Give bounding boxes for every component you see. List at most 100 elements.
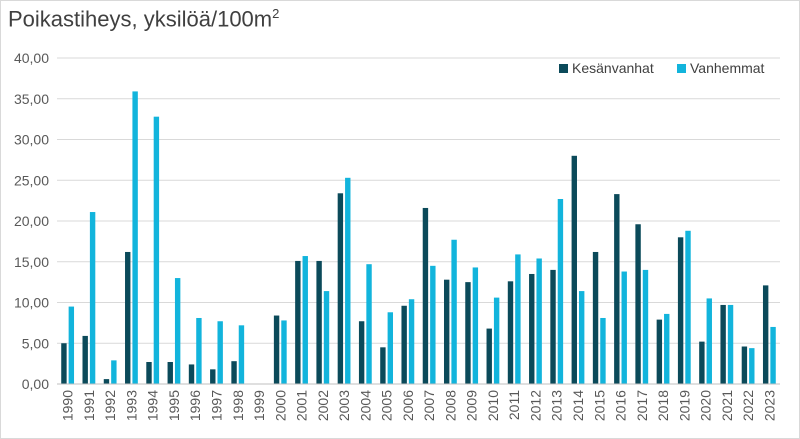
bar-kesanvanhat-1991 <box>82 335 88 384</box>
chart-title-text: Poikastiheys, yksilöä/100m <box>8 6 273 32</box>
x-tick-label: 2022 <box>740 390 756 421</box>
bar-kesanvanhat-1995 <box>167 361 173 384</box>
x-tick-label: 2019 <box>676 390 692 421</box>
gridlines <box>57 57 780 344</box>
bar-kesanvanhat-2002 <box>316 260 322 384</box>
y-tick-label: 25,00 <box>14 172 49 188</box>
bar-kesanvanhat-2023 <box>762 285 769 384</box>
bar-vanhemmat-2003 <box>345 177 351 384</box>
bar-vanhemmat-2023 <box>770 326 776 384</box>
legend-swatch-vanhemmat <box>677 64 686 73</box>
x-tick-label: 2001 <box>294 390 310 421</box>
bar-vanhemmat-1994 <box>153 116 160 385</box>
y-tick-label: 40,00 <box>14 50 49 66</box>
x-tick-label: 2016 <box>613 390 629 421</box>
bar-vanhemmat-2021 <box>727 304 734 384</box>
x-tick-label: 1999 <box>251 390 267 421</box>
bar-vanhemmat-1995 <box>174 278 181 384</box>
axes: 0,00 5,00 10,00 15,00 20,00 25,00 30,00 35,00 40… <box>14 50 780 421</box>
bar-vanhemmat-2009 <box>472 267 479 384</box>
bar-vanhemmat-2016 <box>621 271 627 384</box>
bar-vanhemmat-2013 <box>557 198 564 384</box>
legend-label-kesanvanhat: Kesänvanhat <box>572 60 654 76</box>
bar-kesanvanhat-2006 <box>401 305 407 384</box>
bar-vanhemmat-2019 <box>685 230 691 384</box>
bar-kesanvanhat-2010 <box>486 328 492 384</box>
x-tick-label: 1994 <box>145 390 161 421</box>
x-tick-label: 2020 <box>698 390 714 421</box>
legend-swatch-kesanvanhat <box>559 64 568 73</box>
bar-kesanvanhat-2014 <box>571 155 577 384</box>
bar-kesanvanhat-1992 <box>103 379 110 384</box>
bar-kesanvanhat-2018 <box>656 319 663 384</box>
y-tick-label: 15,00 <box>14 254 49 270</box>
bar-vanhemmat-2010 <box>493 297 500 384</box>
x-tick-label: 1995 <box>166 390 182 421</box>
x-tick-label: 2009 <box>464 390 480 421</box>
x-tick-label: 2017 <box>634 390 650 421</box>
x-tick-label: 2021 <box>719 390 735 421</box>
bar-vanhemmat-1991 <box>89 212 96 384</box>
bar-kesanvanhat-1997 <box>210 369 216 384</box>
legend: Kesänvanhat Vanhemmat <box>559 60 765 76</box>
bar-vanhemmat-1996 <box>196 317 202 384</box>
bar-vanhemmat-2001 <box>302 256 308 384</box>
bar-kesanvanhat-2019 <box>677 237 684 384</box>
x-tick-label: 1990 <box>60 390 76 421</box>
bar-kesanvanhat-2015 <box>592 251 599 384</box>
bar-kesanvanhat-2011 <box>507 281 514 384</box>
bar-vanhemmat-2014 <box>578 291 585 384</box>
bar-vanhemmat-1990 <box>68 306 75 384</box>
bar-kesanvanhat-2005 <box>380 347 386 384</box>
bar-kesanvanhat-2007 <box>422 207 429 384</box>
y-tick-label: 35,00 <box>14 91 49 107</box>
bar-vanhemmat-1992 <box>111 360 117 384</box>
bar-kesanvanhat-2012 <box>529 273 535 384</box>
bar-vanhemmat-1998 <box>238 325 245 384</box>
bar-vanhemmat-2018 <box>664 313 670 384</box>
bar-vanhemmat-2017 <box>642 269 649 384</box>
legend-label-vanhemmat: Vanhemmat <box>690 60 765 76</box>
x-tick-label: 2003 <box>336 390 352 421</box>
bar-kesanvanhat-1990 <box>61 343 67 384</box>
y-tick-label: 30,00 <box>14 132 49 148</box>
x-tick-label: 2012 <box>527 390 543 421</box>
bar-kesanvanhat-1993 <box>125 251 131 384</box>
bar-vanhemmat-2002 <box>323 291 330 384</box>
x-tick-label: 2005 <box>379 390 395 421</box>
bar-vanhemmat-2000 <box>281 320 287 384</box>
x-tick-label: 2004 <box>357 390 373 421</box>
bar-kesanvanhat-2008 <box>443 279 450 384</box>
bar-vanhemmat-2008 <box>451 239 457 384</box>
bar-kesanvanhat-2003 <box>337 193 344 384</box>
bar-vanhemmat-2004 <box>366 264 372 384</box>
chart-title: Poikastiheys, yksilöä/100m2 <box>8 6 279 32</box>
x-tick-label: 2018 <box>655 390 671 421</box>
bars <box>61 91 776 385</box>
bar-kesanvanhat-1994 <box>146 361 152 384</box>
bar-kesanvanhat-2021 <box>720 304 726 384</box>
x-tick-label: 2011 <box>506 390 522 420</box>
bar-kesanvanhat-2017 <box>635 224 641 384</box>
bar-kesanvanhat-2020 <box>699 341 705 384</box>
bar-vanhemmat-1997 <box>217 321 223 384</box>
x-tick-label: 2008 <box>442 390 458 421</box>
x-tick-label: 1996 <box>187 390 203 421</box>
bar-vanhemmat-2005 <box>387 312 394 384</box>
bar-kesanvanhat-2001 <box>295 260 301 384</box>
x-tick-label: 2013 <box>549 390 565 421</box>
bar-vanhemmat-2015 <box>600 317 606 384</box>
y-tick-label: 10,00 <box>14 295 49 311</box>
x-tick-label: 1998 <box>230 390 246 421</box>
bar-vanhemmat-2007 <box>430 265 436 384</box>
bar-vanhemmat-2011 <box>515 254 521 384</box>
bar-kesanvanhat-2004 <box>358 321 365 384</box>
bar-kesanvanhat-2009 <box>465 282 471 384</box>
y-tick-label: 20,00 <box>14 213 49 229</box>
y-tick-label: 0,00 <box>22 376 49 392</box>
bar-vanhemmat-2006 <box>408 299 415 384</box>
x-tick-label: 2014 <box>570 390 586 421</box>
x-tick-label: 2000 <box>272 390 288 421</box>
bar-kesanvanhat-2013 <box>550 269 556 384</box>
